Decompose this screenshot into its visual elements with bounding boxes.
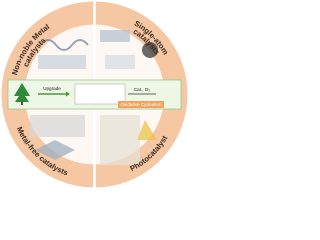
graphical-abstract: Upgrade Cat., O₂ Oxidative Cyanation Non…	[1, 0, 188, 189]
tree-icon	[14, 83, 30, 105]
arrowhead	[66, 91, 70, 97]
step-label: Upgrade	[43, 86, 61, 91]
reaction-box	[118, 101, 164, 108]
illustrations	[30, 30, 158, 165]
condition: Cat., O₂	[134, 87, 151, 92]
reaction: Oxidative Cyanation	[120, 102, 162, 107]
scheme-box	[74, 83, 126, 105]
page: Upgrade Cat., O₂ Oxidative Cyanation Non…	[1, 0, 188, 189]
